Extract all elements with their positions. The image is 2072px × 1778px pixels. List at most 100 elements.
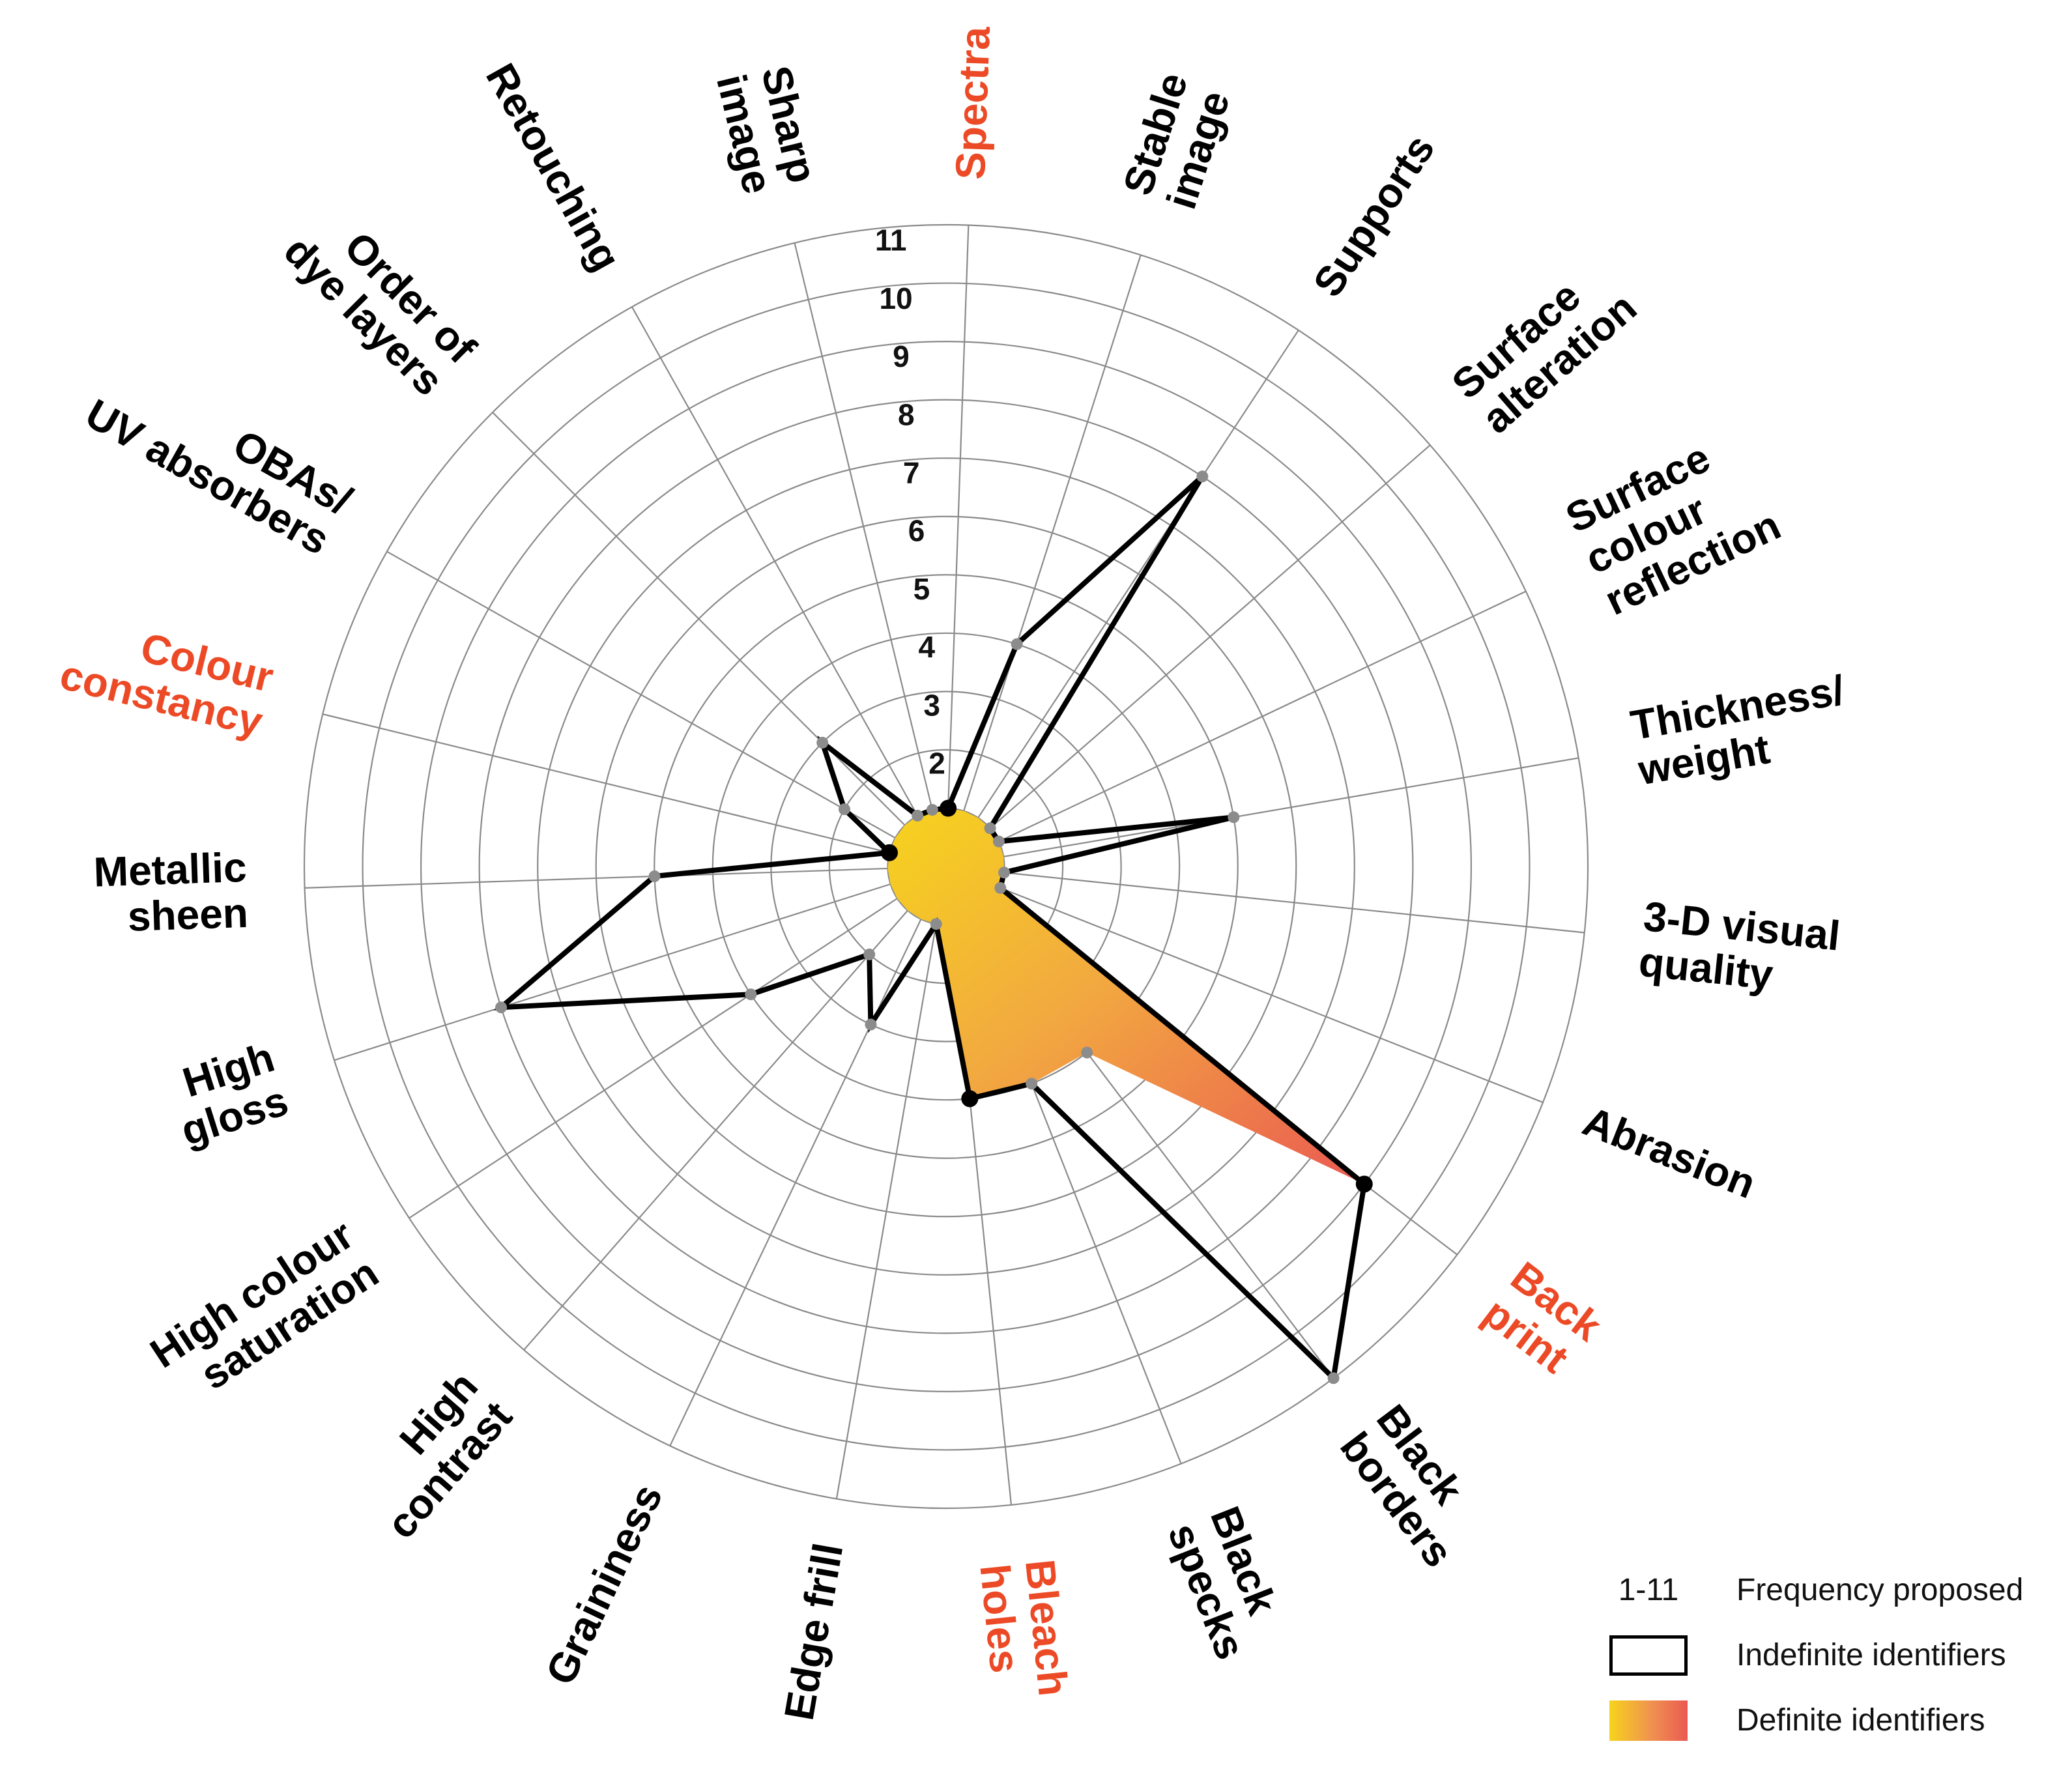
- legend-swatch-indefinite: [1609, 1635, 1688, 1676]
- spoke-sharp-image: [794, 242, 947, 867]
- axis-label-line: Supports: [1304, 126, 1443, 305]
- marker-retouching: [912, 809, 924, 822]
- spoke-obas-uv-absorbers: [386, 551, 947, 867]
- spoke-3-d-visual-quality: [945, 865, 1585, 934]
- spoke-supports: [945, 330, 1299, 867]
- legend-text-frequency: Frequency proposed: [1736, 1573, 2024, 1607]
- marker-high-gloss: [495, 1001, 508, 1014]
- grid-rings: [303, 223, 1589, 1510]
- legend-row-frequency: 1-11 Frequency proposed: [1603, 1570, 2059, 1622]
- grid-ring-7: [537, 457, 1355, 1276]
- tick-label-4: 4: [918, 630, 935, 664]
- marker-obas-uv-absorbers: [838, 803, 850, 816]
- axis-label-edge-frill: Edge frill: [775, 1540, 852, 1723]
- legend-swatch-definite: [1609, 1700, 1688, 1741]
- tick-label-11: 11: [875, 223, 907, 257]
- marker-black-borders: [1327, 1372, 1340, 1384]
- axis-label-abrasion: Abrasion: [1577, 1097, 1762, 1207]
- tick-label-5: 5: [914, 572, 930, 606]
- legend: 1-11 Frequency proposed Indefinite ident…: [1603, 1570, 2059, 1759]
- marker-abrasion: [994, 882, 1007, 894]
- tick-label-3: 3: [923, 688, 940, 722]
- marker-bleach-holes: [961, 1090, 979, 1108]
- legend-text-definite: Definite identifiers: [1736, 1703, 1985, 1738]
- tick-label-6: 6: [908, 514, 925, 548]
- axis-label-line: Graininess: [536, 1477, 671, 1692]
- spoke-high-colour-saturation: [409, 866, 947, 1219]
- axis-label-retouching: Retouching: [477, 55, 630, 278]
- grid-ring-5: [654, 574, 1239, 1159]
- marker-metallic-sheen: [648, 870, 661, 882]
- axis-label-line: holes: [971, 1562, 1029, 1675]
- definite-marker-black-borders: [1081, 1046, 1093, 1059]
- axis-label-line: Edge frill: [775, 1540, 852, 1723]
- tick-label-8: 8: [898, 397, 915, 431]
- spoke-retouching: [631, 306, 947, 867]
- marker-surface-colour-reflection: [992, 835, 1005, 848]
- legend-key-frequency: 1-11: [1618, 1573, 1679, 1607]
- marker-high-colour-saturation: [745, 988, 757, 1001]
- legend-row-definite: Definite identifiers: [1603, 1700, 2059, 1753]
- marker-sharp-image: [926, 803, 938, 816]
- marker-black-specks: [1026, 1078, 1038, 1090]
- axis-label-line: Spectra: [947, 25, 999, 180]
- grid-ring-9: [420, 340, 1473, 1393]
- marker-supports: [1196, 470, 1209, 483]
- spoke-high-contrast: [523, 866, 947, 1351]
- grid-ring-10: [362, 282, 1531, 1451]
- axis-label-supports: Supports: [1304, 126, 1443, 305]
- grid-ring-11: [303, 223, 1589, 1510]
- axis-label-spectra: Spectra: [947, 25, 999, 180]
- spoke-graininess: [669, 866, 947, 1446]
- axis-label-line: Bleach: [1016, 1557, 1077, 1698]
- marker-thickness-weight: [1228, 811, 1240, 824]
- scale-tick-labels: 2 3 4 5 6 7 8 9 10 11: [875, 223, 945, 781]
- spoke-high-gloss: [334, 865, 947, 1061]
- marker-back-print: [1355, 1175, 1373, 1193]
- marker-colour-constancy: [881, 844, 899, 861]
- grid-ring-6: [595, 515, 1297, 1218]
- legend-row-indefinite: Indefinite identifiers: [1603, 1635, 2059, 1687]
- axis-label-line: Metallic: [93, 844, 248, 896]
- grid-ring-8: [478, 399, 1414, 1334]
- marker-3-d-visual-quality: [998, 867, 1011, 879]
- tick-label-7: 7: [903, 456, 920, 490]
- spoke-order-of-dye-layers: [492, 412, 947, 867]
- marker-stable-image: [1011, 638, 1023, 650]
- axis-label-obas-uv-absorbers: OBAs/UV absorbers: [78, 390, 360, 564]
- spoke-stable-image: [945, 255, 1142, 867]
- spoke-surface-colour-reflection: [945, 590, 1527, 867]
- grid-ring-4: [712, 632, 1181, 1101]
- spoke-colour-constancy: [322, 713, 947, 868]
- spoke-thickness-weight: [945, 757, 1579, 868]
- marker-order-of-dye-layers: [816, 736, 829, 749]
- marker-graininess: [865, 1018, 877, 1031]
- marker-edge-frill: [930, 918, 942, 930]
- marker-spectra: [940, 799, 957, 817]
- axis-label-graininess: Graininess: [536, 1477, 671, 1692]
- axis-label-line: Retouching: [477, 55, 630, 278]
- marker-high-contrast: [863, 948, 876, 960]
- spoke-abrasion: [945, 865, 1544, 1104]
- spoke-spectra: [945, 225, 970, 867]
- spoke-surface-alteration: [945, 444, 1431, 867]
- legend-text-indefinite: Indefinite identifiers: [1736, 1638, 2006, 1672]
- tick-label-2: 2: [928, 747, 945, 781]
- tick-label-10: 10: [879, 281, 912, 315]
